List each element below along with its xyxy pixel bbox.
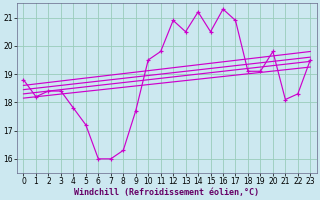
X-axis label: Windchill (Refroidissement éolien,°C): Windchill (Refroidissement éolien,°C) (74, 188, 260, 197)
